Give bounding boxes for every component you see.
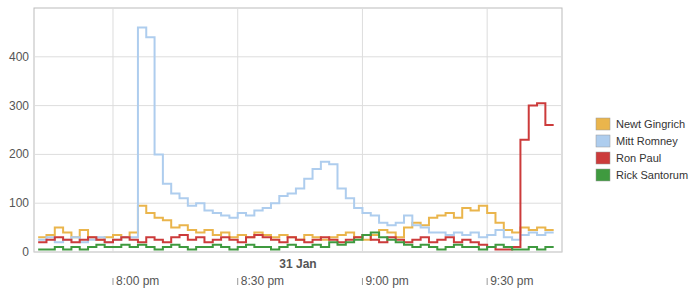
x-tick [237, 278, 238, 285]
legend-swatch [596, 152, 610, 164]
y-tick-label: 200 [9, 147, 29, 161]
chart: 0 100 200 300 400 8:00 pm 8:30 pm 9:00 pm 9:30 p… [0, 0, 700, 300]
legend: Newt Gingrich Mitt Romney Ron Paul Rick San… [596, 118, 688, 181]
y-tick-label: 400 [9, 50, 29, 64]
legend-label: Rick Santorum [616, 169, 688, 181]
x-tick-label: 9:00 pm [365, 274, 408, 288]
x-tick [362, 278, 363, 285]
series-line [38, 103, 554, 249]
grid-line [362, 8, 363, 252]
series-line [38, 28, 554, 243]
legend-label: Ron Paul [616, 152, 661, 164]
plot-frame [34, 8, 562, 252]
x-tick-label: 8:30 pm [241, 274, 284, 288]
grid-line [487, 8, 488, 252]
x-tick [112, 278, 113, 285]
legend-swatch [596, 118, 610, 130]
series-line [38, 206, 554, 240]
x-axis-label: 31 Jan [279, 257, 316, 271]
series-group [38, 28, 554, 250]
legend-swatch [596, 169, 610, 181]
y-tick-label: 100 [9, 196, 29, 210]
y-tick-label: 0 [22, 245, 29, 259]
x-tick-label: 8:00 pm [116, 274, 159, 288]
series-line [38, 232, 554, 249]
grid-line [112, 8, 113, 252]
y-tick-label: 300 [9, 99, 29, 113]
legend-label: Mitt Romney [616, 135, 678, 147]
legend-label: Newt Gingrich [616, 118, 685, 130]
x-tick-label: 9:30 pm [490, 274, 533, 288]
x-tick [487, 278, 488, 285]
legend-swatch [596, 135, 610, 147]
